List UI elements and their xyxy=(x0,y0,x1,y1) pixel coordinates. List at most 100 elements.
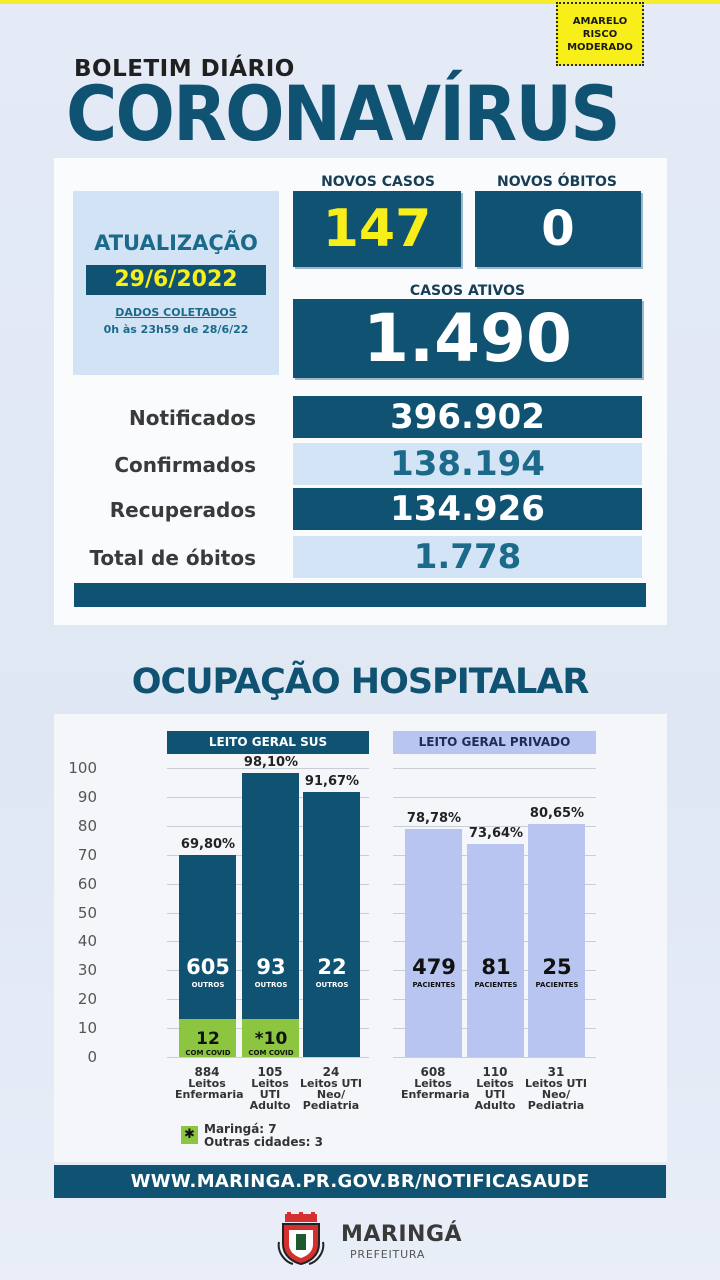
hospital-occupancy-title: OCUPAÇÃO HOSPITALAR xyxy=(131,662,590,702)
y-tick-label: 40 xyxy=(77,932,97,951)
new-cases-label: NOVOS CASOS xyxy=(321,174,435,190)
bar-percent-label: 69,80% xyxy=(180,837,236,853)
x-axis-label-line: Leitos xyxy=(476,1077,514,1090)
risk-level-badge: AMARELO RISCO MODERADO xyxy=(556,2,644,66)
x-axis-label-line: Leitos UTI xyxy=(300,1077,362,1090)
brand-name: MARINGÁ xyxy=(341,1222,463,1247)
bar-count-label: PACIENTES xyxy=(412,981,456,989)
occupancy-bar xyxy=(405,829,462,1057)
update-label: ATUALIZAÇÃO xyxy=(94,231,258,255)
x-axis-label-line: Leitos xyxy=(188,1077,226,1090)
bar-percent-label: 78,78% xyxy=(406,811,462,827)
bar-count: 22 xyxy=(317,955,347,979)
occupancy-bar xyxy=(528,823,585,1057)
bar-count: 81 xyxy=(481,955,511,979)
y-tick-label: 100 xyxy=(68,759,97,777)
x-axis-label-line: 105 xyxy=(257,1065,283,1079)
bar-percent-label: 98,10% xyxy=(243,755,299,771)
brand-subtitle: PREFEITURA xyxy=(350,1248,426,1261)
active-cases-value: 1.490 xyxy=(293,299,642,378)
notified-label: Notificados xyxy=(128,406,256,430)
covid-segment xyxy=(242,1019,299,1057)
y-tick-label: 90 xyxy=(77,787,97,806)
bar-count-label: OUTROS xyxy=(191,981,225,989)
confirmed-value: 138.194 xyxy=(293,443,642,485)
bulletin-subtitle: BOLETIM DIÁRIO xyxy=(74,56,295,82)
bar-count-label: OUTROS xyxy=(254,981,288,989)
legend-maringa: Maringá: 7 xyxy=(204,1122,277,1136)
summary-bottom-bar xyxy=(74,583,646,607)
covid-count: 12 xyxy=(196,1029,220,1050)
recovered-label: Recuperados xyxy=(109,498,256,522)
x-axis-label-line: Enfermaria xyxy=(401,1088,470,1101)
bar-count: 605 xyxy=(186,955,230,979)
x-axis-label: 24 Leitos UTI Neo/Pediatria xyxy=(299,1065,363,1112)
bar-percent-label: 73,64% xyxy=(468,826,524,842)
y-tick-label: 20 xyxy=(77,990,97,1009)
y-tick-label: 70 xyxy=(77,845,97,864)
y-tick-label: 60 xyxy=(77,874,97,893)
x-axis-label-line: UTI Adulto xyxy=(474,1088,516,1112)
occupancy-bar xyxy=(303,792,360,1057)
x-axis-label-line: Pediatria xyxy=(302,1099,360,1112)
x-axis-label-line: Leitos xyxy=(414,1077,452,1090)
bar-count: 93 xyxy=(256,955,286,979)
asterisk-icon: ✱ xyxy=(181,1126,198,1144)
x-axis-label-line: 884 xyxy=(194,1065,220,1079)
x-axis-label-line: Enfermaria xyxy=(175,1088,244,1101)
notified-value: 396.902 xyxy=(293,396,642,438)
x-axis-label: 884 Leitos Enfermaria xyxy=(175,1065,244,1101)
y-tick-label: 0 xyxy=(87,1048,97,1066)
bar-count-label: PACIENTES xyxy=(474,981,518,989)
page-title: CORONAVÍRUS xyxy=(66,69,621,158)
bar-percent-label: 91,67% xyxy=(304,774,360,790)
y-tick-label: 10 xyxy=(77,1019,97,1038)
update-date: 29/6/2022 xyxy=(86,265,266,295)
total-deaths-value: 1.778 xyxy=(293,536,642,578)
bar-percent-label: 80,65% xyxy=(529,805,585,821)
covid-count-label: COM COVID xyxy=(248,1049,294,1058)
private-header: LEITO GERAL PRIVADO xyxy=(393,731,596,754)
x-axis-label: 31 Leitos UTI Neo/Pediatria xyxy=(524,1066,588,1112)
new-deaths-label: NOVOS ÓBITOS xyxy=(496,174,617,190)
new-deaths-value: 0 xyxy=(475,191,641,267)
recovered-value: 134.926 xyxy=(293,488,642,530)
covid-count-label: COM COVID xyxy=(185,1049,231,1058)
risk-line-3: MODERADO xyxy=(567,41,633,53)
gridline xyxy=(393,1057,596,1058)
x-axis-label-line: 110 xyxy=(482,1065,508,1079)
x-axis-label-line: Leitos xyxy=(251,1077,289,1090)
confirmed-label: Confirmados xyxy=(114,453,256,477)
covid-segment xyxy=(179,1019,236,1057)
bar-count: 479 xyxy=(412,955,456,979)
gridline xyxy=(167,1057,369,1058)
gridline xyxy=(393,796,596,798)
y-tick-label: 30 xyxy=(77,961,97,980)
gridline xyxy=(393,825,596,827)
sus-header: LEITO GERAL SUS xyxy=(167,731,369,754)
occupancy-bar xyxy=(242,773,299,1057)
active-cases-label: CASOS ATIVOS xyxy=(409,283,526,299)
x-axis-label-line: Leitos UTI xyxy=(525,1077,587,1090)
x-axis-label-line: UTI Adulto xyxy=(249,1088,291,1112)
y-tick-label: 80 xyxy=(77,816,97,835)
x-axis-label: 105 Leitos UTI Adulto xyxy=(238,1065,302,1112)
x-axis-label-line: 24 xyxy=(322,1065,340,1079)
data-collected-range: 0h às 23h59 de 28/6/22 xyxy=(103,323,249,336)
x-axis-label-line: Pediatria xyxy=(527,1099,585,1112)
gridline xyxy=(393,768,596,769)
bar-count: 25 xyxy=(542,955,572,979)
city-crest-icon xyxy=(277,1212,325,1270)
y-tick-label: 50 xyxy=(77,903,97,922)
legend-other-cities: Outras cidades: 3 xyxy=(204,1135,323,1149)
bar-count-label: OUTROS xyxy=(315,981,349,989)
risk-line-1: AMARELO xyxy=(572,15,628,27)
bar-count-label: PACIENTES xyxy=(535,981,579,989)
covid-count: *10 xyxy=(254,1029,288,1050)
occupancy-bar xyxy=(467,844,524,1057)
x-axis-label-line: Neo/ xyxy=(541,1088,571,1101)
gridline xyxy=(167,768,369,769)
notification-url-link[interactable]: WWW.MARINGA.PR.GOV.BR/NOTIFICASAUDE xyxy=(54,1165,666,1198)
x-axis-label: 110 Leitos UTI Adulto xyxy=(463,1065,527,1112)
x-axis-label-line: Neo/ xyxy=(316,1088,346,1101)
